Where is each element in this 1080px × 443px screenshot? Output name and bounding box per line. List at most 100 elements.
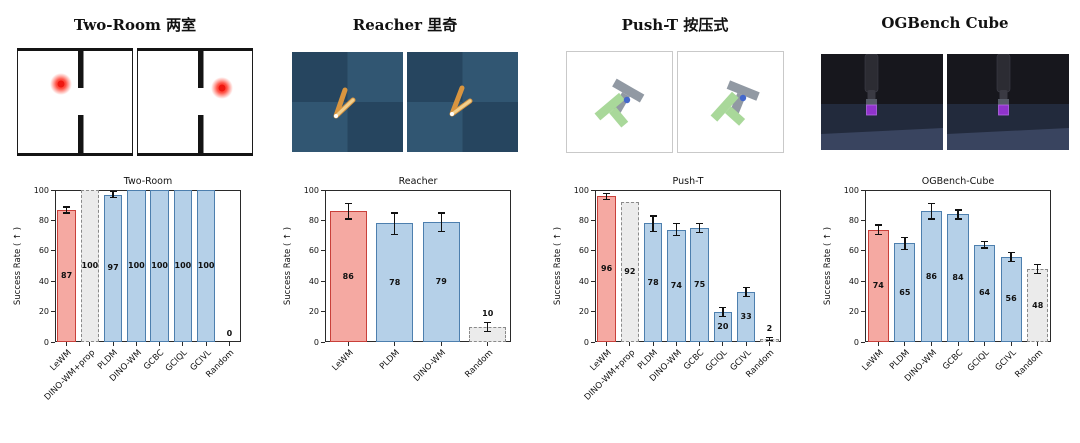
error-bar-cap <box>391 212 399 214</box>
y-tick-mark <box>51 341 55 343</box>
panel-title-reacher: Reacher 里奇 <box>352 16 458 34</box>
y-tick-label: 80 <box>848 215 859 225</box>
x-tick-mark <box>652 342 654 346</box>
y-tick-label: 40 <box>578 276 589 286</box>
x-tick-label: Random <box>462 348 495 380</box>
y-axis-label: Success Rate ( ↑ ) <box>11 190 25 342</box>
wall-top-edge <box>137 48 253 51</box>
env-image-reacher-2 <box>407 52 518 152</box>
y-tick-label: 100 <box>33 185 49 195</box>
y-tick-label: 100 <box>843 185 859 195</box>
error-bar-cap <box>344 203 352 205</box>
y-axis-label: Success Rate ( ↑ ) <box>821 190 835 342</box>
x-tick-mark <box>112 342 114 346</box>
error-bar <box>745 287 747 297</box>
wall-bottom-edge <box>17 153 133 156</box>
bar-value-label: 20 <box>717 321 729 331</box>
error-bar-cap <box>1007 251 1015 254</box>
bar-value-label: 87 <box>61 270 73 280</box>
x-tick-mark <box>1010 342 1012 346</box>
chart-two-room: Two-Room Success Rate ( ↑ ) 0 20 40 60 80 100 87… <box>9 168 261 423</box>
error-bar <box>768 337 771 341</box>
x-tick-mark <box>440 342 442 346</box>
error-bar-cap <box>603 192 611 194</box>
x-tick-label: GCBC <box>682 348 707 373</box>
error-bar <box>65 206 68 213</box>
x-tick-label: GCBC <box>940 348 966 373</box>
bar-value-label: 79 <box>435 276 447 286</box>
env-image-two-room-1 <box>17 48 133 156</box>
error-bar-cap <box>344 218 352 220</box>
chart-title: Two-Room <box>123 176 173 187</box>
error-bar <box>930 203 933 219</box>
chart-title: OGBench-Cube <box>921 176 995 187</box>
bar-value-label: 78 <box>389 277 401 287</box>
error-bar <box>904 237 906 250</box>
arm-joint <box>450 112 454 116</box>
error-bar-cap <box>672 222 680 225</box>
x-tick-mark <box>182 342 184 346</box>
error-bar <box>440 212 442 232</box>
y-tick-mark <box>591 311 595 313</box>
x-tick-mark <box>768 342 770 346</box>
error-bar-cap <box>874 233 882 235</box>
panel-push-t: Push-T 按压式 <box>540 0 810 443</box>
bar-value-label: 0 <box>226 329 233 338</box>
y-axis-label-text: Success Rate ( ↑ ) <box>823 226 833 306</box>
robot-wrist <box>999 90 1008 100</box>
x-tick-mark <box>984 342 986 346</box>
x-tick-label: GCIVL <box>993 348 1019 374</box>
purple-cube <box>866 104 877 116</box>
panel-title-ogbench-cube: OGBench Cube <box>881 14 1009 32</box>
env-image-two-room-2 <box>137 48 253 156</box>
divider-wall-lower <box>198 115 204 156</box>
y-tick-label: 40 <box>38 276 49 286</box>
bar-value-label: 97 <box>107 263 119 273</box>
y-tick-label: 60 <box>848 246 859 256</box>
error-bar-cap <box>927 203 935 205</box>
error-bar <box>1010 252 1012 262</box>
y-axis-label-text: Success Rate ( ↑ ) <box>13 226 23 306</box>
x-tick-mark <box>877 342 879 346</box>
y-tick-label: 100 <box>573 185 589 195</box>
env-image-reacher-1 <box>292 52 403 152</box>
y-tick-mark <box>321 189 325 191</box>
error-bar-cap <box>719 306 727 308</box>
y-tick-mark <box>591 250 595 252</box>
arm-joint <box>334 114 338 118</box>
bar-value-label: 2 <box>766 324 773 334</box>
bar-value-label: 75 <box>694 280 706 289</box>
bar-value-label: 86 <box>342 271 354 281</box>
x-tick-mark <box>745 342 747 346</box>
bar-value-label: 84 <box>952 273 964 283</box>
y-tick-label: 40 <box>848 276 859 286</box>
pusher-dot <box>739 94 747 102</box>
chart-title: Push-T <box>672 176 704 187</box>
error-bar-cap <box>649 230 657 232</box>
y-tick-mark <box>51 250 55 252</box>
table-front <box>821 128 943 150</box>
panel-two-room: Two-Room 两室 <box>0 0 270 443</box>
bar-value-label: 92 <box>624 267 636 277</box>
bar-value-label: 78 <box>647 277 659 287</box>
error-bar <box>983 241 986 248</box>
env-image-push-t-1 <box>566 51 673 153</box>
y-tick-mark <box>321 311 325 313</box>
x-tick-label: GCIQL <box>704 348 730 374</box>
y-tick-label: 60 <box>38 246 49 256</box>
error-bar-cap <box>1007 260 1015 263</box>
panel-title-two-room: Two-Room 两室 <box>73 16 197 34</box>
bar-value-label: 48 <box>1032 300 1044 310</box>
x-tick-mark <box>89 342 91 346</box>
bar-GCBC <box>150 190 169 342</box>
y-tick-mark <box>321 219 325 221</box>
x-tick-mark <box>675 342 677 346</box>
y-tick-mark <box>861 250 865 252</box>
y-tick-label: 60 <box>308 246 319 256</box>
bar-DINO-WM <box>127 190 146 342</box>
y-tick-label: 20 <box>308 307 319 317</box>
room-outline <box>137 48 253 156</box>
y-tick-mark <box>591 341 595 343</box>
x-tick-mark <box>904 342 906 346</box>
